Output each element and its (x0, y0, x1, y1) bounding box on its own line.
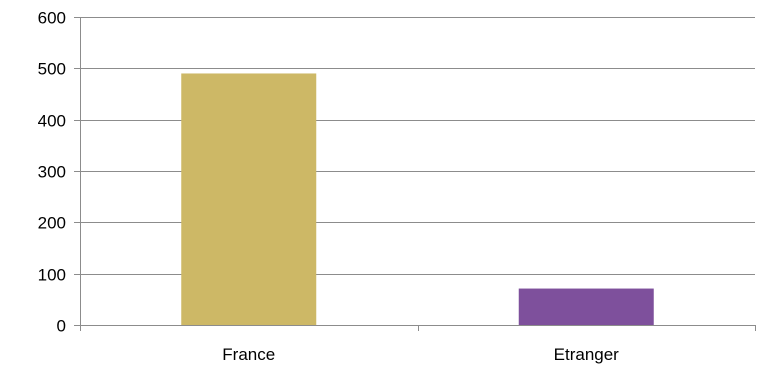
y-tick-label-600: 600 (38, 9, 66, 28)
y-tick-label-400: 400 (38, 112, 66, 131)
y-tick-label-500: 500 (38, 60, 66, 79)
bar-france (181, 73, 317, 325)
x-tick-label-etranger: Etranger (554, 345, 620, 364)
y-tick-label-300: 300 (38, 163, 66, 182)
x-axis (74, 17, 756, 331)
y-tick-label-0: 0 (57, 317, 66, 336)
bars (181, 73, 654, 325)
x-axis-labels: France Etranger (222, 345, 619, 364)
x-tick-label-france: France (222, 345, 275, 364)
y-tick-label-200: 200 (38, 214, 66, 233)
y-tick-label-100: 100 (38, 266, 66, 285)
gridlines (74, 17, 755, 275)
bar-etranger (518, 288, 654, 325)
y-axis-ticks: 0 100 200 300 400 500 600 (38, 9, 66, 336)
